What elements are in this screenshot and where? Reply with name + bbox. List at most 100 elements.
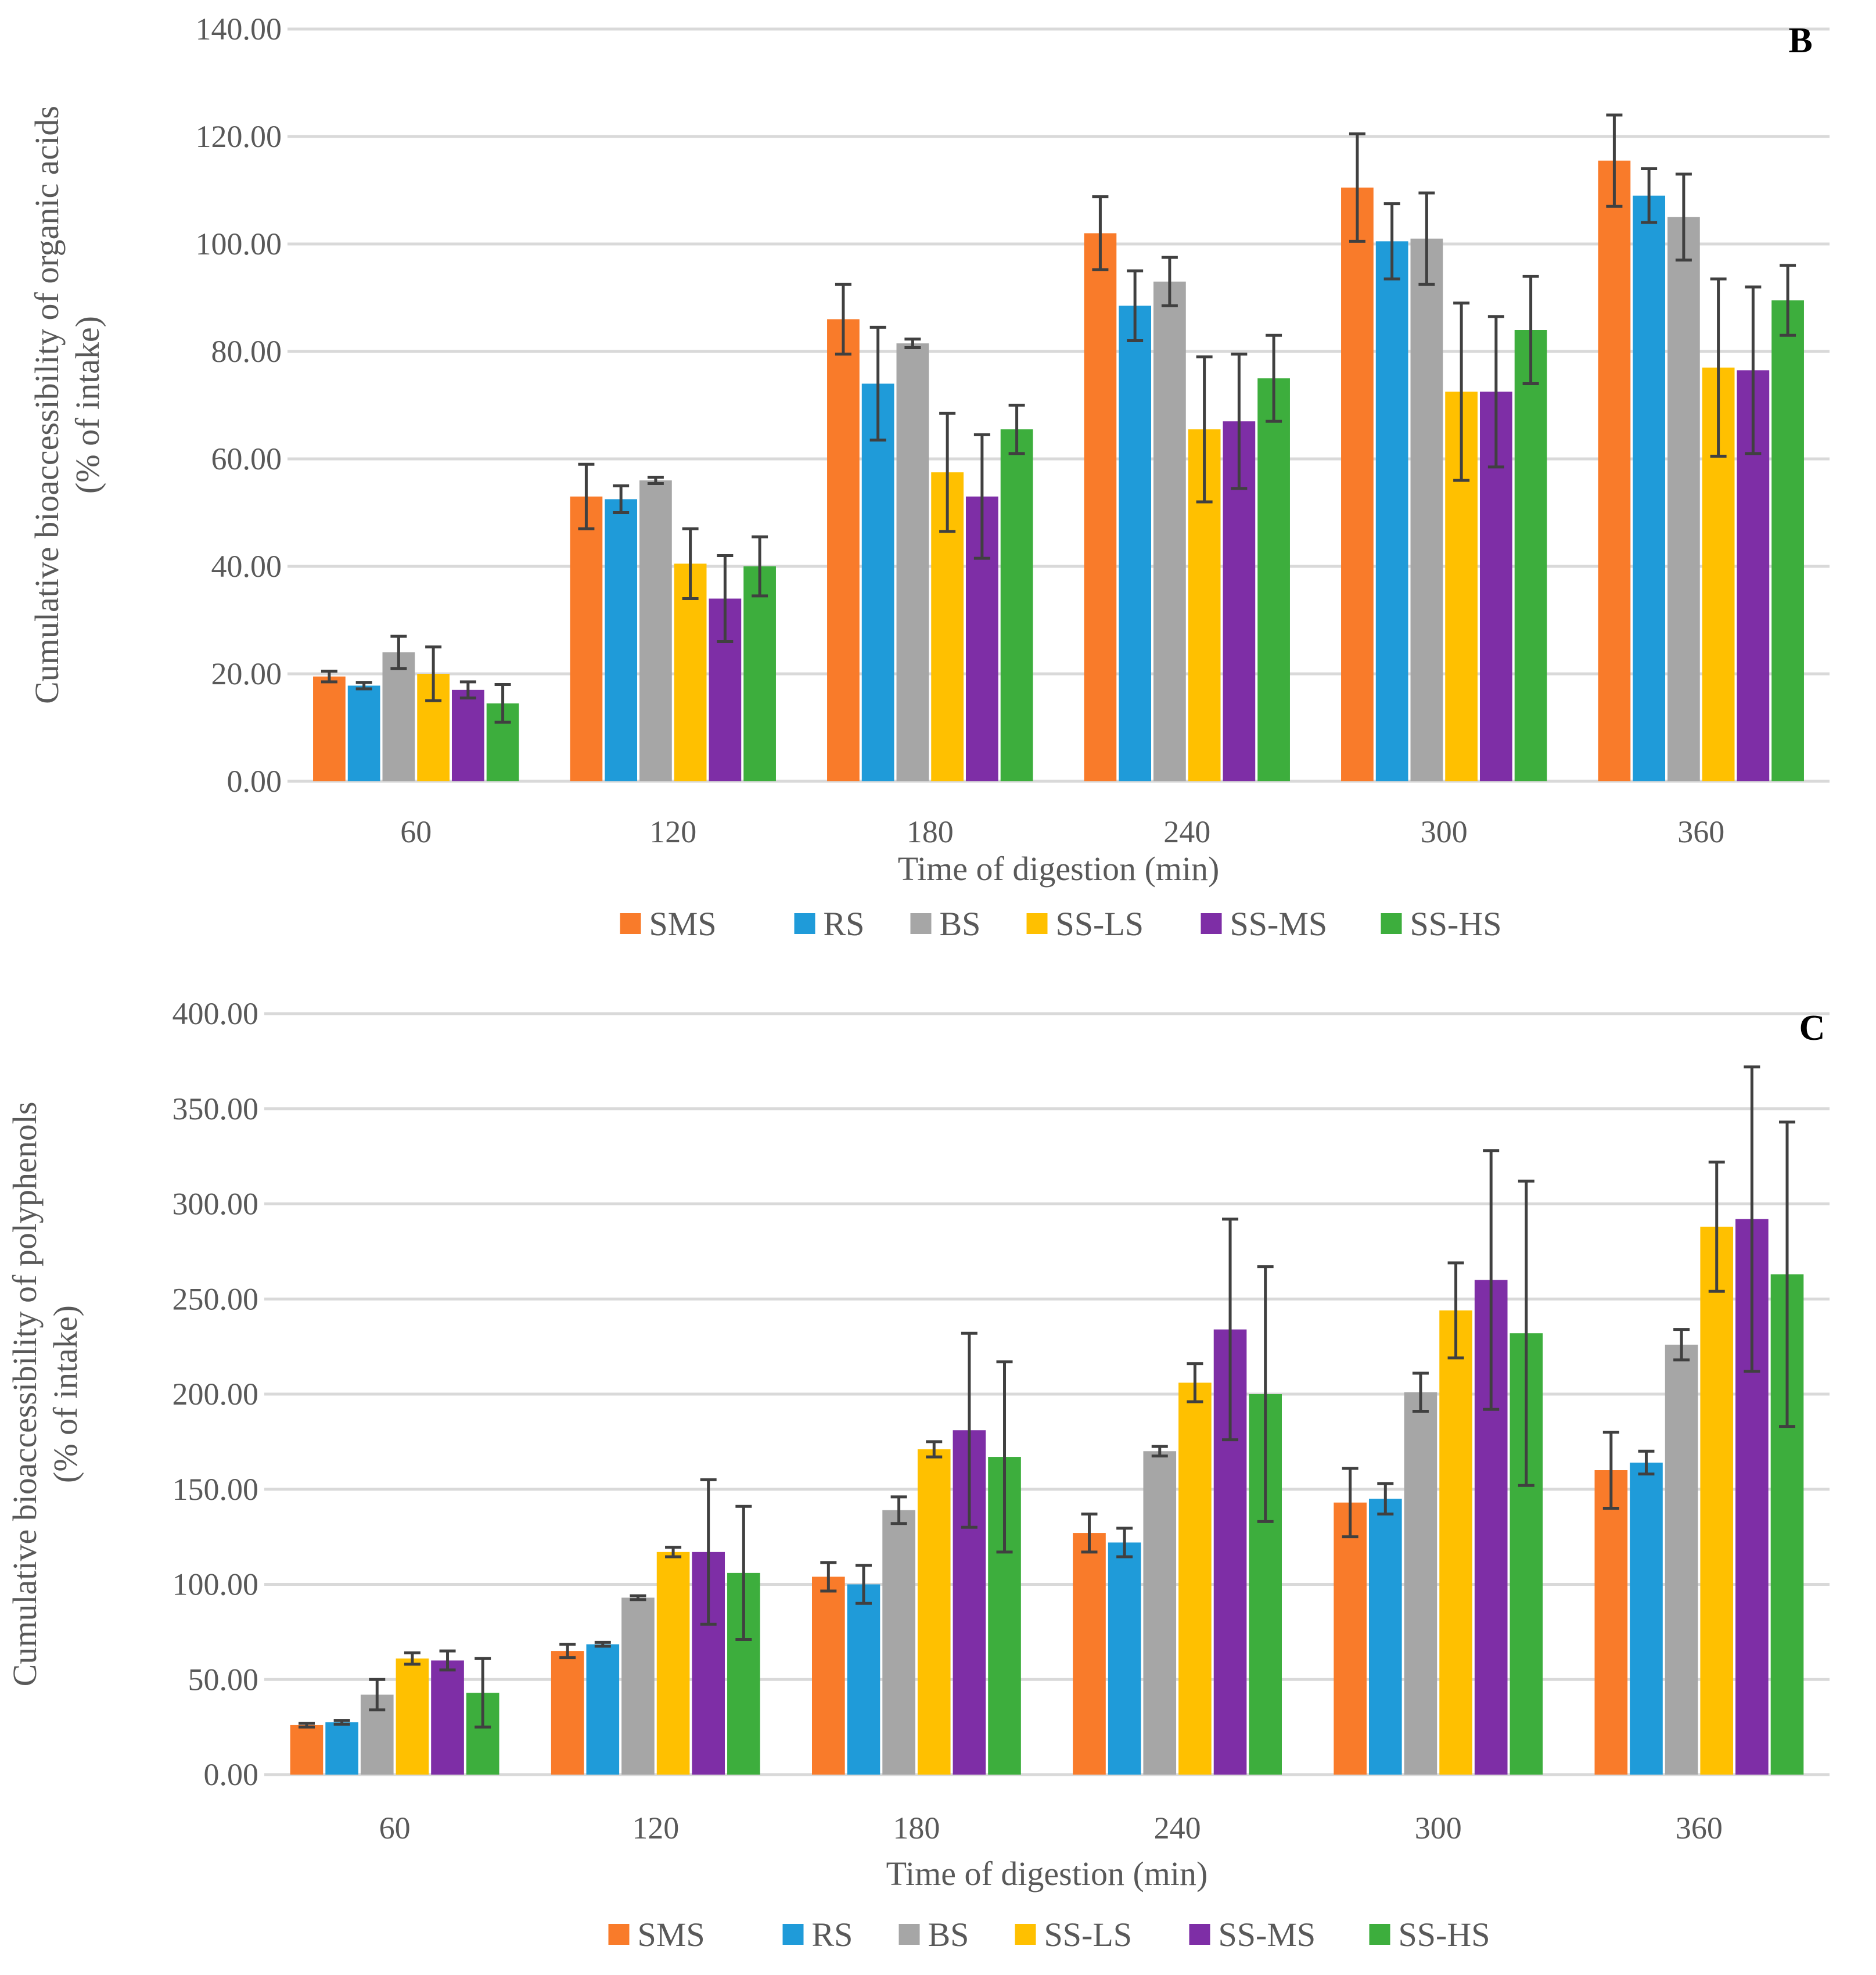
legend-label: SS-LS <box>1056 905 1144 943</box>
error-bar <box>459 680 476 700</box>
bar-ss-hs-300 <box>1514 330 1547 781</box>
y-tick-label: 250.00 <box>172 1281 259 1316</box>
y-axis-title: Cumulative bioaccessibility of organic a… <box>28 106 106 704</box>
y-tick-label: 40.00 <box>211 549 282 584</box>
x-tick-label: 240 <box>1154 1811 1201 1845</box>
error-bar <box>855 1564 872 1605</box>
error-bar <box>926 1440 943 1459</box>
error-bar <box>494 683 511 724</box>
bar-rs-240 <box>1108 1542 1141 1775</box>
bar-bs-300 <box>1410 238 1443 781</box>
error-bar <box>1708 1160 1725 1293</box>
panel-letter: B <box>1788 21 1812 60</box>
error-bar <box>1675 173 1692 262</box>
bar-sms-240 <box>1073 1533 1106 1775</box>
error-bar <box>1231 353 1248 490</box>
legend-label: BS <box>928 1916 969 1954</box>
x-tick-label: 360 <box>1676 1811 1723 1845</box>
bar-sms-180 <box>812 1577 845 1775</box>
error-bar <box>321 669 337 684</box>
x-axis-title: Time of digestion (min) <box>898 850 1220 888</box>
legend-swatch <box>1369 1924 1390 1945</box>
bar-rs-60 <box>325 1722 358 1775</box>
y-axis-title-line-1: Cumulative bioaccessibility of organic a… <box>28 106 66 704</box>
bar-ss-hs-240 <box>1257 378 1290 781</box>
error-bar <box>1151 1445 1168 1457</box>
panel-letter: C <box>1799 1008 1825 1048</box>
error-bar <box>939 411 956 533</box>
chart-panel-c: 0.00 50.00 100.00 150.00 200.00 250.00 300.00 3… <box>6 996 1830 1954</box>
y-tick-label: 20.00 <box>211 656 282 691</box>
y-tick-label: 300.00 <box>172 1187 259 1222</box>
error-bar <box>1602 1431 1619 1510</box>
y-tick-label: 0.00 <box>227 764 282 799</box>
error-bar <box>1518 1179 1534 1487</box>
y-tick-label: 80.00 <box>211 334 282 369</box>
legend-label: SS-HS <box>1399 1916 1490 1954</box>
y-tick-label: 200.00 <box>172 1377 259 1412</box>
error-bar <box>613 484 630 514</box>
bar-ss-hs-120 <box>743 566 776 781</box>
x-tick-label: 300 <box>1415 1811 1462 1845</box>
bar-ss-ms-60 <box>451 690 484 781</box>
error-bar <box>1606 113 1623 208</box>
bar-ss-hs-360 <box>1771 300 1804 781</box>
legend-swatch <box>899 1924 920 1945</box>
bar-rs-300 <box>1368 1499 1402 1775</box>
error-bar <box>820 1561 837 1593</box>
y-axis-title-line-2: (% of intake) <box>46 1305 84 1483</box>
bar-sms-360 <box>1598 160 1631 781</box>
error-bar <box>1008 404 1025 455</box>
error-bar <box>355 681 372 691</box>
bar-rs-180 <box>847 1584 881 1775</box>
error-bar <box>1453 301 1470 482</box>
error-bar <box>869 325 886 442</box>
error-bar <box>961 1331 977 1529</box>
legend-swatch <box>1201 913 1222 934</box>
bar-bs-120 <box>639 480 672 781</box>
error-bar <box>1383 202 1400 281</box>
error-bar <box>333 1719 350 1726</box>
legend-label: BS <box>940 905 981 943</box>
error-bar <box>594 1640 611 1648</box>
x-axis-title: Time of digestion (min) <box>886 1855 1208 1893</box>
x-tick-label: 60 <box>379 1811 411 1845</box>
x-tick-label: 180 <box>907 814 954 849</box>
error-bar <box>835 282 851 356</box>
x-tick-label: 120 <box>649 814 696 849</box>
bar-rs-120 <box>605 499 638 781</box>
error-bar <box>1744 1065 1760 1373</box>
error-bar <box>1638 1449 1655 1476</box>
error-bar <box>1196 355 1213 504</box>
legend-label: SS-MS <box>1219 1916 1316 1954</box>
error-bar <box>735 1504 752 1641</box>
x-tick-label: 120 <box>632 1811 679 1845</box>
error-bar <box>1522 275 1539 385</box>
error-bar <box>1257 1265 1274 1523</box>
error-bar <box>1447 1261 1464 1360</box>
legend: SMS RS BS SS-LS SS-MS SS-HS <box>620 905 1501 943</box>
y-axis-title-line-2: (% of intake) <box>69 316 106 494</box>
y-axis-title: Cumulative bioaccessibility of polypheno… <box>6 1102 84 1687</box>
legend-label: SMS <box>649 905 717 943</box>
y-axis-title-line-1: Cumulative bioaccessibility of polypheno… <box>6 1102 44 1687</box>
bar-bs-180 <box>896 343 929 781</box>
error-bar <box>1710 277 1727 458</box>
bar-rs-240 <box>1119 306 1152 781</box>
error-bar <box>1673 1328 1690 1362</box>
bar-sms-180 <box>827 319 860 781</box>
legend-label: SS-MS <box>1230 905 1328 943</box>
x-tick-label: 240 <box>1163 814 1210 849</box>
bar-sms-60 <box>290 1725 324 1775</box>
error-bar <box>578 462 595 530</box>
error-bar <box>1187 1362 1203 1403</box>
y-tick-label: 100.00 <box>196 227 282 261</box>
error-bar <box>1127 269 1144 342</box>
bar-bs-240 <box>1143 1451 1177 1775</box>
error-bar <box>1641 167 1658 224</box>
legend-swatch <box>1381 913 1402 934</box>
error-bar <box>404 1651 421 1666</box>
y-tick-label: 60.00 <box>211 441 282 476</box>
y-tick-label: 140.00 <box>196 12 282 46</box>
legend-label: SMS <box>638 1916 705 1954</box>
